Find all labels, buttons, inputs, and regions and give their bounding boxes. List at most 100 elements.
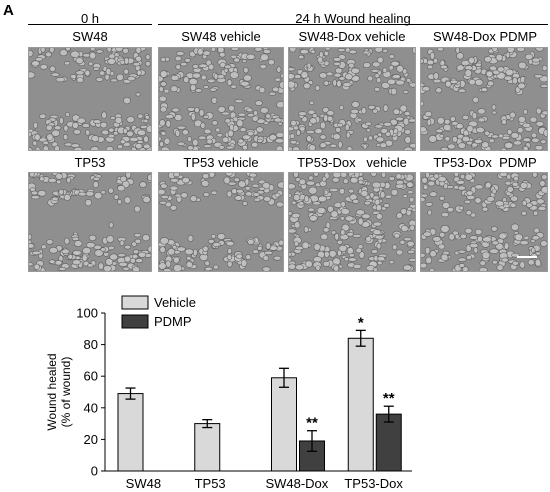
cell-mark [422, 86, 431, 92]
cell-mark [114, 116, 123, 124]
cell-mark [210, 234, 217, 239]
cell-mark [273, 255, 282, 261]
cell-mark [190, 113, 196, 121]
cell-mark [425, 201, 433, 207]
cell-mark [464, 227, 473, 234]
cell-mark [146, 125, 151, 133]
cell-mark [522, 122, 531, 128]
cell-mark [159, 262, 167, 270]
cell-mark [280, 73, 283, 79]
legend-label-vehicle: Vehicle [154, 295, 196, 310]
cell-mark [239, 127, 247, 133]
cell-mark [136, 140, 144, 145]
cell-mark [216, 133, 223, 138]
cell-mark [506, 186, 514, 193]
cell-mark [460, 173, 466, 180]
group-header-24h: 24 h Wound healing [295, 11, 411, 26]
cell-mark [340, 229, 346, 236]
cell-mark [265, 113, 271, 119]
cell-mark [364, 121, 372, 126]
cell-mark [176, 125, 186, 130]
cell-mark [29, 173, 35, 178]
cell-mark [313, 173, 319, 177]
cell-mark [435, 128, 444, 134]
cell-mark [175, 51, 185, 56]
cell-mark [134, 205, 141, 213]
cell-mark [408, 197, 415, 203]
cell-mark [376, 242, 382, 250]
cell-mark [333, 72, 342, 78]
cell-mark [165, 120, 172, 128]
cell-mark [294, 74, 302, 79]
cell-mark [313, 243, 321, 251]
panel-label-tp53-dox-pdmp: TP53-Dox PDMP [433, 155, 537, 170]
cell-mark [262, 255, 270, 261]
cell-mark [143, 118, 149, 124]
cell-mark [160, 146, 170, 150]
cell-mark [229, 71, 239, 79]
cell-mark [293, 221, 301, 229]
cell-mark [478, 267, 488, 271]
cell-mark [47, 177, 57, 183]
cell-mark [34, 57, 43, 62]
cell-mark [159, 95, 167, 102]
cell-mark [211, 97, 218, 104]
cell-mark [117, 144, 123, 149]
cell-mark [291, 200, 297, 205]
cell-mark [144, 115, 150, 120]
cell-mark [253, 192, 260, 197]
cell-mark [32, 140, 38, 146]
cell-mark [256, 245, 263, 251]
panel-label-sw48: SW48 [72, 29, 108, 44]
cell-mark [360, 190, 369, 197]
cell-mark [332, 79, 338, 87]
cell-mark [340, 201, 346, 208]
cell-mark [429, 52, 435, 60]
cell-mark [164, 114, 174, 120]
cell-mark [126, 116, 135, 123]
cell-mark [124, 244, 132, 250]
cell-mark [264, 250, 273, 255]
cell-mark [186, 255, 192, 261]
cell-mark [30, 195, 41, 200]
cell-mark [464, 69, 472, 77]
cell-mark [471, 142, 478, 148]
x-tick-label: SW48 [126, 476, 161, 491]
cell-mark [400, 208, 407, 215]
cell-mark [474, 228, 483, 236]
cell-mark [88, 61, 94, 67]
cell-mark [337, 140, 343, 149]
cell-mark [390, 60, 400, 67]
cell-mark [209, 87, 217, 92]
cell-mark [290, 119, 297, 127]
cell-mark [516, 48, 526, 52]
cell-mark [333, 265, 340, 271]
cell-mark [107, 133, 116, 139]
cell-mark [298, 201, 305, 206]
cell-mark [277, 181, 283, 189]
cell-mark [409, 224, 415, 231]
cell-mark [275, 145, 283, 150]
y-axis-label-line: Wound healed [45, 353, 59, 430]
cell-mark [112, 131, 119, 136]
cell-mark [421, 176, 428, 184]
cell-mark [58, 189, 65, 195]
cell-mark [271, 86, 280, 93]
cell-mark [510, 202, 517, 208]
cell-mark [70, 50, 80, 58]
cell-mark [518, 115, 526, 123]
cell-mark [314, 85, 321, 91]
cell-mark [189, 84, 197, 92]
cell-mark [534, 145, 544, 150]
cell-mark [436, 116, 445, 125]
cell-mark [260, 53, 269, 62]
cell-mark [137, 129, 147, 136]
cell-mark [327, 205, 334, 213]
cell-mark [298, 111, 308, 116]
cell-mark [135, 142, 143, 150]
cell-mark [477, 117, 486, 123]
cell-mark [249, 173, 258, 178]
cell-mark [319, 142, 327, 149]
cell-mark [345, 48, 351, 53]
cell-mark [251, 183, 260, 188]
